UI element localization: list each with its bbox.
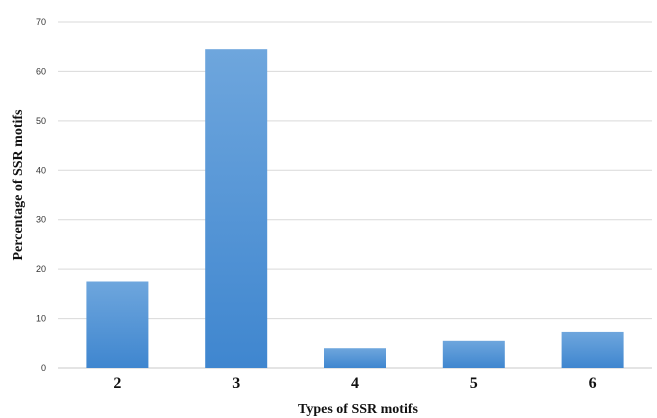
- bar-3: [205, 49, 268, 368]
- y-tick-label: 50: [36, 116, 46, 126]
- gridlines: [58, 21, 652, 369]
- x-tick-label: 5: [470, 375, 478, 392]
- bar-2: [86, 281, 149, 368]
- y-tick-label: 0: [41, 363, 46, 373]
- y-tick-label: 60: [36, 66, 46, 76]
- bars: [86, 49, 624, 368]
- x-axis-title: Types of SSR motifs: [298, 402, 418, 417]
- x-tick-label: 6: [589, 375, 597, 392]
- y-tick-labels: 0 10 20 30 40 50 60 70: [36, 17, 46, 373]
- x-tick-label: 2: [113, 375, 121, 392]
- x-tick-label: 3: [232, 375, 240, 392]
- x-tick-label: 4: [351, 375, 359, 392]
- y-tick-label: 70: [36, 17, 46, 27]
- bar-6: [561, 331, 624, 368]
- bar-5: [442, 340, 505, 368]
- bar-4: [324, 348, 386, 368]
- y-tick-label: 30: [36, 215, 46, 225]
- y-tick-label: 20: [36, 264, 46, 274]
- y-tick-label: 40: [36, 165, 46, 175]
- y-tick-label: 10: [36, 314, 46, 324]
- x-tick-labels: 2 3 4 5 6: [113, 375, 596, 392]
- y-axis-title: Percentage of SSR motifs: [11, 109, 26, 261]
